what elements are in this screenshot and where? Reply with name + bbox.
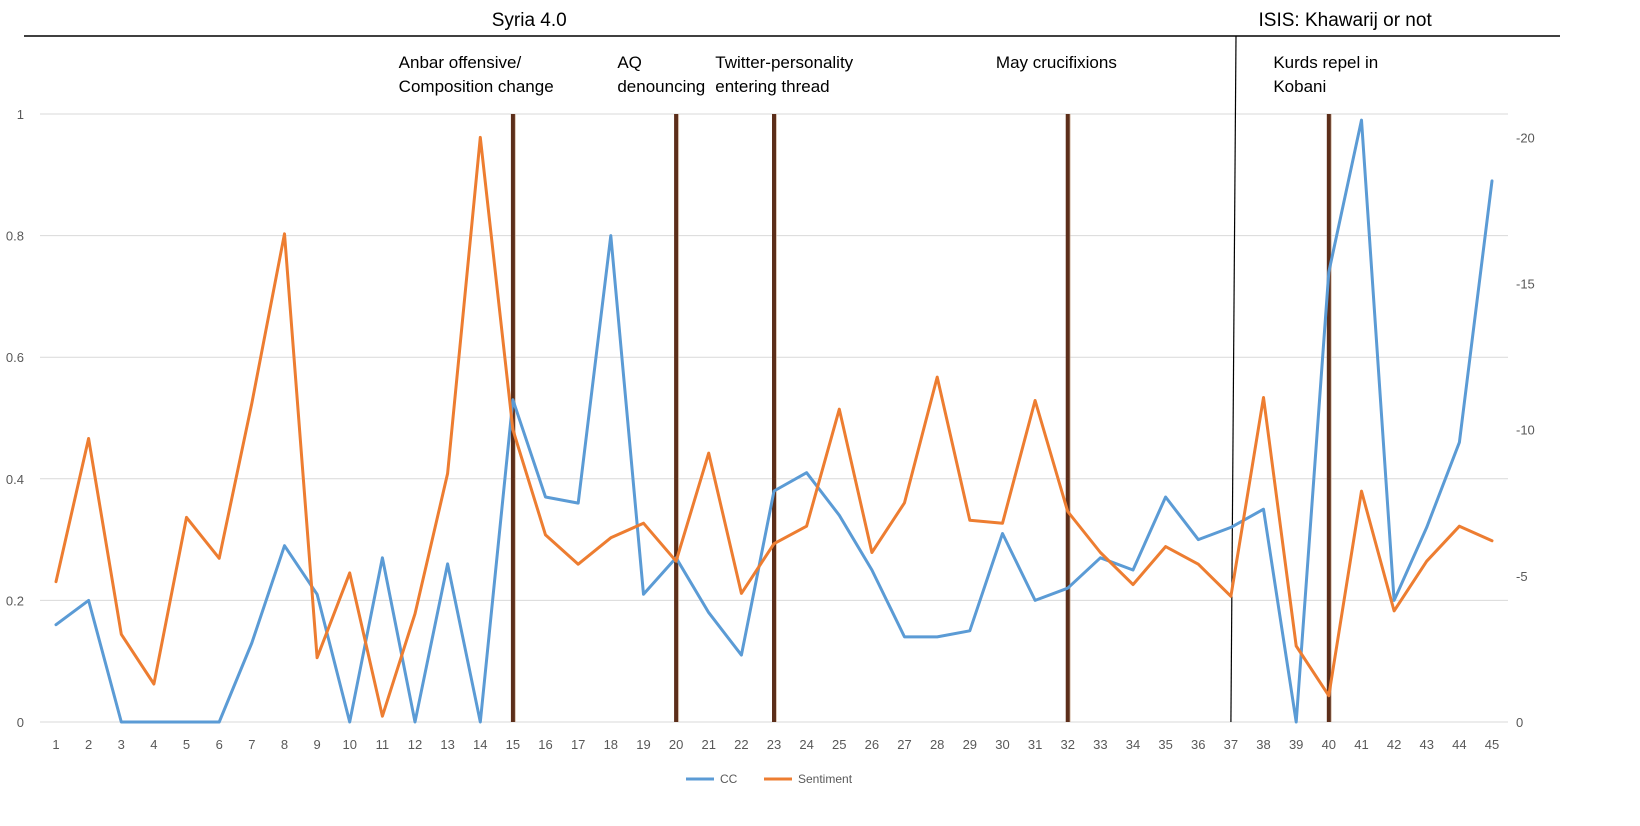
x-tick-label: 40: [1322, 737, 1336, 752]
x-tick-label: 39: [1289, 737, 1303, 752]
event-annotation: Kurds repel in: [1273, 53, 1378, 72]
x-tick-label: 8: [281, 737, 288, 752]
x-tick-label: 27: [897, 737, 911, 752]
x-tick-label: 20: [669, 737, 683, 752]
event-annotation: Twitter-personality: [715, 53, 853, 72]
event-annotation: AQ: [617, 53, 642, 72]
legend-label-cc: CC: [720, 772, 738, 786]
axes: 00.20.40.60.810-5-10-15-201 2 3 4 5 6 7 8 9 10 11 1…: [6, 35, 1560, 752]
x-tick-label: 26: [865, 737, 879, 752]
x-tick-label: 29: [963, 737, 977, 752]
series-line-cc: [54, 118, 1494, 724]
event-lines: [510, 114, 1332, 722]
x-tick-label: 15: [506, 737, 520, 752]
x-tick-label: 37: [1224, 737, 1238, 752]
x-tick-label: 42: [1387, 737, 1401, 752]
x-tick-label: 1: [52, 737, 59, 752]
series: [54, 118, 1494, 724]
x-tick-label: 2: [85, 737, 92, 752]
right-tick-label: -20: [1516, 130, 1535, 145]
x-tick-label: 28: [930, 737, 944, 752]
x-tick-label: 16: [538, 737, 552, 752]
event-annotation: May crucifixions: [996, 53, 1117, 72]
right-tick-label: -5: [1516, 569, 1528, 584]
x-tick-label: 19: [636, 737, 650, 752]
x-tick-label: 6: [216, 737, 223, 752]
left-tick-label: 0: [17, 715, 24, 730]
section-title: ISIS: Khawarij or not: [1259, 10, 1433, 31]
x-tick-label: 22: [734, 737, 748, 752]
right-tick-label: -10: [1516, 423, 1535, 438]
x-tick-label: 14: [473, 737, 487, 752]
x-tick-label: 3: [118, 737, 125, 752]
x-tick-label: 18: [604, 737, 618, 752]
x-tick-label: 43: [1419, 737, 1433, 752]
series-line-sentiment: [54, 135, 1494, 718]
annotations: Syria 4.0 ISIS: Khawarij or not Anbar offe…: [399, 10, 1433, 96]
event-annotation: entering thread: [715, 77, 829, 96]
x-tick-label: 38: [1256, 737, 1270, 752]
x-tick-label: 5: [183, 737, 190, 752]
x-tick-label: 32: [1060, 737, 1074, 752]
left-tick-label: 1: [17, 107, 24, 122]
x-tick-label: 21: [701, 737, 715, 752]
left-tick-label: 0.4: [6, 472, 24, 487]
x-tick-label: 33: [1093, 737, 1107, 752]
x-tick-label: 25: [832, 737, 846, 752]
x-tick-label: 11: [376, 737, 390, 752]
x-tick-label: 31: [1028, 737, 1042, 752]
x-tick-label: 41: [1354, 737, 1368, 752]
right-tick-label: -15: [1516, 277, 1535, 292]
x-tick-label: 17: [571, 737, 585, 752]
x-tick-label: 34: [1126, 737, 1140, 752]
x-tick-label: 24: [799, 737, 813, 752]
left-tick-label: 0.8: [6, 229, 24, 244]
x-tick-label: 30: [995, 737, 1009, 752]
x-tick-label: 4: [150, 737, 157, 752]
x-tick-label: 23: [767, 737, 781, 752]
x-tick-label: 36: [1191, 737, 1205, 752]
x-tick-label: 7: [248, 737, 255, 752]
x-tick-label: 13: [440, 737, 454, 752]
event-annotation: Anbar offensive/: [399, 53, 522, 72]
x-tick-label: 35: [1158, 737, 1172, 752]
section-divider: [1230, 35, 1237, 723]
event-annotation: Kobani: [1273, 77, 1326, 96]
right-tick-label: 0: [1516, 715, 1523, 730]
x-tick-label: 44: [1452, 737, 1466, 752]
left-tick-label: 0.6: [6, 350, 24, 365]
left-tick-label: 0.2: [6, 593, 24, 608]
event-annotation: denouncing: [617, 77, 705, 96]
section-title: Syria 4.0: [492, 10, 567, 31]
x-tick-label: 45: [1485, 737, 1499, 752]
legend: CC Sentiment: [686, 772, 853, 786]
x-tick-label: 10: [342, 737, 356, 752]
event-annotation: Composition change: [399, 77, 554, 96]
x-tick-label: 12: [408, 737, 422, 752]
x-tick-label: 9: [313, 737, 320, 752]
legend-label-sentiment: Sentiment: [798, 772, 853, 786]
